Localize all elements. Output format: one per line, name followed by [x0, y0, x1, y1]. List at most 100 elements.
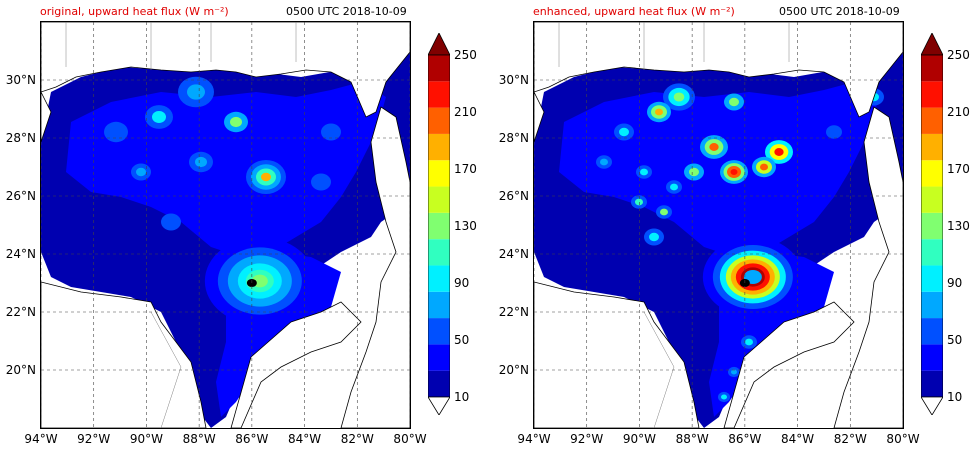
convective-cell [136, 167, 146, 177]
convective-cell [709, 143, 719, 151]
colorbar-segment [428, 318, 450, 345]
colorbar-tick-label: 130 [454, 219, 477, 233]
land-mass [534, 22, 545, 143]
land-mass [41, 281, 207, 428]
convective-cell [311, 173, 331, 191]
colorbar-segment [921, 186, 943, 213]
colorbar-over-arrow [921, 33, 943, 56]
flux-region [256, 102, 341, 182]
colorbar-under-arrow [921, 396, 943, 415]
convective-cell [745, 338, 753, 346]
lat-tick-label: 28°N [498, 131, 529, 145]
colorbar-segment [921, 370, 943, 397]
colorbar-under-arrow [428, 396, 450, 415]
border-line [150, 311, 182, 368]
lat-tick-label: 30°N [498, 73, 529, 87]
lat-tick-label: 26°N [498, 189, 529, 203]
colorbar-tick-label: 170 [947, 162, 970, 176]
convective-cell [774, 148, 784, 156]
lon-tick-label: 82°W [833, 432, 867, 446]
land-mass [230, 301, 362, 428]
colorbar-tick-label: 50 [947, 333, 963, 347]
colorbar-segment [428, 160, 450, 187]
colorbar-segment [428, 344, 450, 371]
map-canvas-original [41, 22, 410, 428]
convective-cell [230, 116, 242, 128]
lon-tick-label: 84°W [780, 432, 815, 446]
panel-title: original, upward heat flux (W m⁻²) [40, 5, 229, 18]
colorbar-segment [921, 239, 943, 266]
convective-cell [187, 84, 205, 100]
lat-tick-label: 24°N [5, 247, 36, 261]
convective-cell [261, 172, 271, 182]
convective-cell [649, 232, 659, 242]
lon-tick-label: 92°W [570, 432, 604, 446]
colorbar-segment [428, 186, 450, 213]
colorbar-segment [921, 133, 943, 161]
colorbar-segment [428, 239, 450, 266]
lon-tick-label: 80°W [886, 432, 920, 446]
colorbar-segment [921, 81, 943, 108]
map-canvas-enhanced [534, 22, 903, 428]
colorbar-tick-label: 250 [454, 48, 477, 62]
colorbar-segment [428, 265, 450, 292]
lat-tick-label: 20°N [498, 363, 529, 377]
lon-tick-label: 94°W [24, 432, 58, 446]
border-line [643, 311, 675, 368]
convective-cell [195, 156, 207, 168]
convective-cell [655, 108, 663, 116]
convective-cell [760, 163, 768, 171]
colorbar-segment [428, 212, 450, 240]
map-original [40, 21, 411, 429]
colorbar-segment [921, 318, 943, 345]
convective-cell [673, 92, 685, 102]
colorbar-tick-label: 50 [454, 333, 470, 347]
lat-tick-label: 24°N [498, 247, 529, 261]
lat-tick-label: 22°N [498, 305, 529, 319]
lon-tick-label: 88°W [675, 432, 709, 446]
lon-tick-label: 82°W [340, 432, 374, 446]
convective-cell [731, 369, 737, 375]
land-mass [723, 301, 855, 428]
convective-cell [670, 183, 678, 191]
convective-cell [600, 158, 608, 166]
lon-tick-label: 80°W [393, 432, 427, 446]
colorbar-tick-label: 170 [454, 162, 477, 176]
lat-tick-label: 22°N [5, 305, 36, 319]
colorbar-segment [921, 291, 943, 319]
convective-cell [826, 125, 842, 139]
convective-cell [660, 208, 668, 216]
colorbar-tick-label: 90 [947, 276, 963, 290]
lon-tick-label: 86°W [728, 432, 762, 446]
panel-time-label: 0500 UTC 2018-10-09 [286, 5, 407, 18]
convective-cell [730, 169, 738, 175]
convective-cell [721, 394, 727, 400]
land-mass [534, 281, 700, 428]
gridlines [534, 22, 903, 428]
colorbar-segment [428, 133, 450, 161]
colorbar-tick-label: 10 [454, 390, 470, 404]
colorbar-tick-label: 90 [454, 276, 470, 290]
lon-tick-label: 90°W [129, 432, 163, 446]
colorbar-segment [921, 265, 943, 292]
convective-cell [161, 213, 181, 231]
colorbar-segment [428, 107, 450, 134]
map-enhanced [533, 21, 904, 429]
coastline [534, 22, 903, 428]
lon-tick-label: 84°W [287, 432, 322, 446]
land-mass [340, 106, 410, 428]
colorbar-segment [921, 55, 943, 82]
colorbar-segment [428, 81, 450, 108]
lon-tick-label: 90°W [622, 432, 656, 446]
lon-tick-label: 88°W [182, 432, 216, 446]
panel-title: enhanced, upward heat flux (W m⁻²) [533, 5, 735, 18]
border-line [653, 366, 675, 428]
convective-cell [635, 198, 643, 206]
lat-tick-label: 20°N [5, 363, 36, 377]
colorbar-segment [428, 370, 450, 397]
coastline [41, 22, 410, 428]
lon-tick-label: 92°W [77, 432, 111, 446]
colorbar-tick-label: 10 [947, 390, 963, 404]
colorbar-tick-label: 210 [454, 105, 477, 119]
colorbar-segment [921, 344, 943, 371]
